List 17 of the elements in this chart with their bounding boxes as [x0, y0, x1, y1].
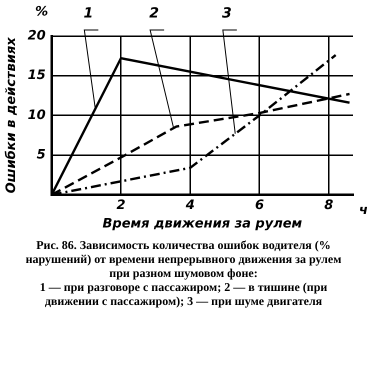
x-tick-label: 6 — [254, 198, 264, 213]
y-tick-label: 5 — [36, 147, 46, 162]
text: 3 — [222, 6, 232, 22]
text: 1 — при разговоре с пассажиром; 2 — в тишине (при движении с пассажиром); 3 — при шуме двигателя — [38, 280, 328, 308]
text: 2 — [149, 6, 159, 22]
x-tick-label: 4 — [184, 198, 195, 213]
y-tick-label: 20 — [28, 28, 46, 44]
text: Рис. 86. Зависимость количества ошибок водителя (% нарушений) от времени непрерывного движения за рулем при разном шумовом фоне: — [24, 238, 342, 280]
y-axis-title: Ошибки в действиях — [4, 36, 20, 194]
y-tick-label: 10 — [28, 108, 46, 123]
text: ч — [359, 203, 367, 218]
x-tick-label: 2 — [116, 198, 126, 213]
x-axis-title: Время движения за рулем — [102, 216, 303, 232]
x-tick-label: 8 — [324, 198, 334, 213]
text: % — [35, 4, 48, 20]
text: 1 — [83, 6, 94, 22]
y-tick-label: 15 — [28, 68, 46, 84]
